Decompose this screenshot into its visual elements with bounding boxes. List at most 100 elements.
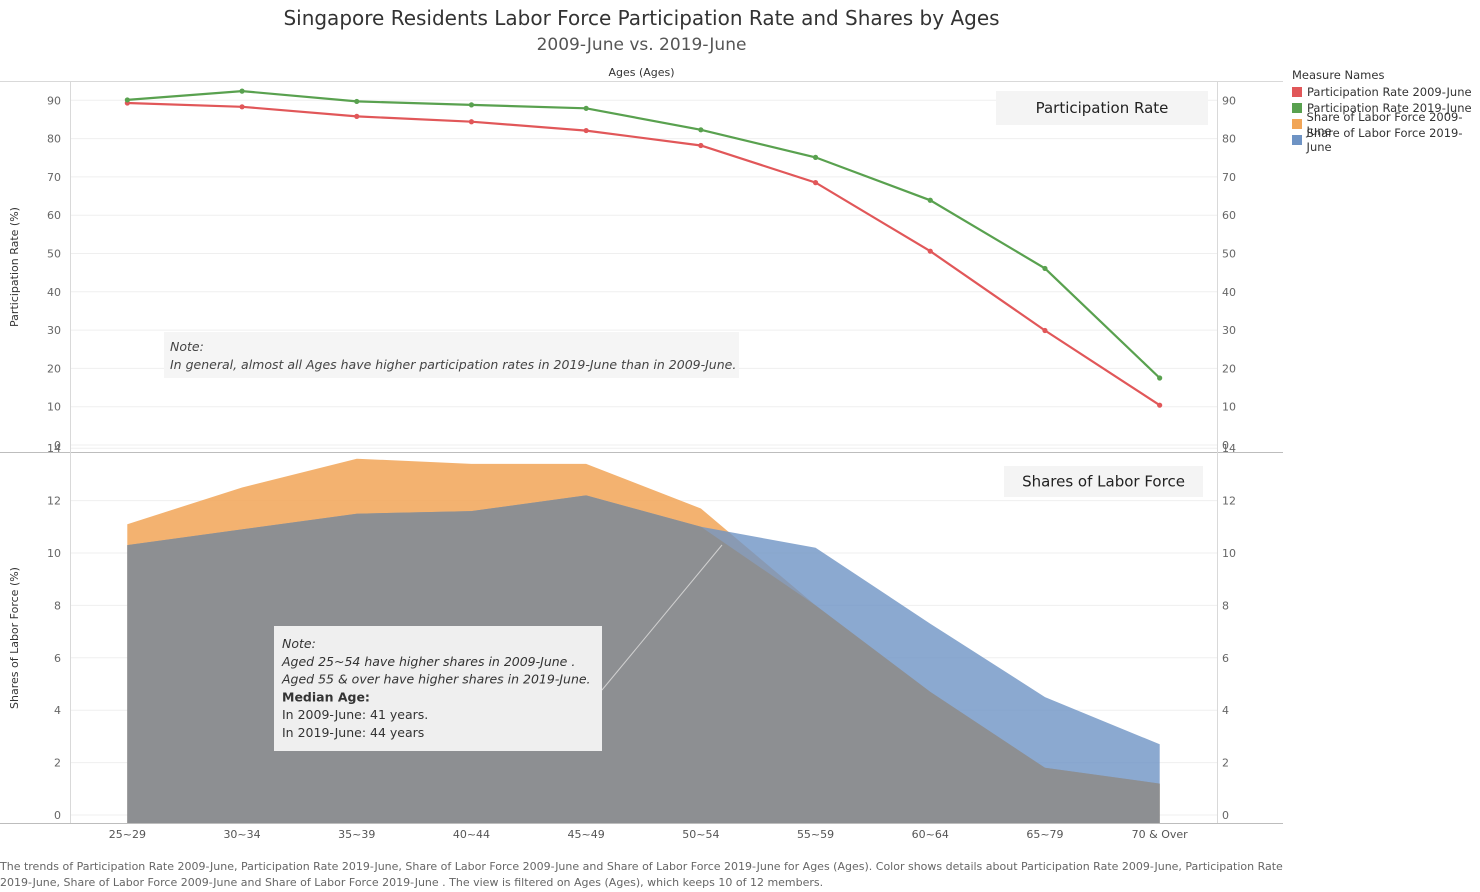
series-line xyxy=(127,101,1161,407)
x-tick-label: 50~54 xyxy=(682,828,719,841)
data-point xyxy=(927,197,933,203)
y-tick-label-right: 4 xyxy=(1222,704,1229,717)
note-bottom-line: In 2009-June: 41 years. xyxy=(282,707,428,722)
data-point xyxy=(1157,375,1163,381)
y-tick-label: 6 xyxy=(54,652,61,665)
data-point xyxy=(583,105,589,111)
legend-item[interactable]: Participation Rate 2009-June xyxy=(1292,84,1480,100)
labor-share-label: Shares of Labor Force xyxy=(1022,473,1185,491)
legend-item[interactable]: Participation Rate 2019-June xyxy=(1292,100,1480,116)
chart-caption: The trends of Participation Rate 2009-Ju… xyxy=(0,860,1283,889)
y-tick-label: 40 xyxy=(47,286,61,299)
y-tick-label-right: 10 xyxy=(1222,547,1236,560)
data-point xyxy=(124,97,130,103)
y-tick-label: 80 xyxy=(47,133,61,146)
y-tick-label-right: 40 xyxy=(1222,286,1236,299)
y-tick-label-right: 90 xyxy=(1222,94,1236,107)
x-tick-label: 25~29 xyxy=(109,828,146,841)
legend-swatch xyxy=(1292,135,1302,145)
legend-label: Share of Labor Force 2009-June xyxy=(1306,110,1463,138)
y-tick-label-right: 8 xyxy=(1222,599,1229,612)
y-tick-label: 4 xyxy=(54,704,61,717)
data-point xyxy=(927,248,933,254)
data-point xyxy=(812,180,819,186)
note-top-heading: Note: xyxy=(170,339,204,354)
data-point xyxy=(239,88,245,94)
data-point xyxy=(239,104,245,110)
x-tick-label: 30~34 xyxy=(223,828,260,841)
x-tick-label: 65~79 xyxy=(1026,828,1063,841)
legend-swatch xyxy=(1292,87,1302,97)
note-top-box xyxy=(164,332,739,378)
y-tick-label-right: 80 xyxy=(1222,133,1236,146)
data-point xyxy=(468,102,475,108)
data-point xyxy=(1042,327,1048,334)
note-bottom-line: In 2019-June: 44 years xyxy=(282,725,424,740)
legend-item[interactable]: Share of Labor Force 2019-June xyxy=(1292,126,1480,154)
y-tick-label: 8 xyxy=(54,599,61,612)
panel-label-box xyxy=(1004,466,1203,497)
y-tick-label: 2 xyxy=(54,757,61,770)
y-tick-label: 10 xyxy=(47,401,61,414)
y-axis-title: Shares of Labor Force (%) xyxy=(8,567,21,709)
y-tick-label: 0 xyxy=(54,809,61,822)
data-point xyxy=(1042,265,1048,272)
y-tick-label-right: 10 xyxy=(1222,401,1236,414)
y-tick-label-right: 70 xyxy=(1222,171,1236,184)
note-bottom-heading: Note: xyxy=(282,636,316,651)
legend-swatch xyxy=(1292,103,1302,113)
data-point xyxy=(468,119,475,125)
y-tick-label: 30 xyxy=(47,324,61,337)
y-tick-label-right: 2 xyxy=(1222,757,1229,770)
note-bottom-line: Aged 25~54 have higher shares in 2009-Ju… xyxy=(281,654,575,669)
y-tick-label: 12 xyxy=(47,495,61,508)
x-tick-label: 60~64 xyxy=(912,828,949,841)
y-tick-label: 14 xyxy=(47,442,61,455)
x-tick-label: 55~59 xyxy=(797,828,834,841)
x-axis: 25~29 30~34 35~39 40~44 45~49 50~54 55~59 60~64… xyxy=(109,828,1188,841)
note-top-text: In general, almost all Ages have higher … xyxy=(170,357,736,372)
legend-label: Share of Labor Force 2019-June xyxy=(1306,126,1463,154)
x-tick-label: 45~49 xyxy=(568,828,605,841)
note-bottom-median-title: Median Age: xyxy=(282,689,370,704)
participation-rate-label: Participation Rate xyxy=(1036,99,1169,117)
y-tick-label: 90 xyxy=(47,94,61,107)
y-tick-label-right: 0 xyxy=(1222,439,1229,452)
legend-title: Measure Names xyxy=(1292,68,1385,82)
note-leader-line xyxy=(601,544,723,691)
participation-rate-panel: 0 0 10 10 20 20 30 30 40 40 50 50 60 60 70 70 80 80 90 90 Pa… xyxy=(8,88,1236,452)
note-bottom-line: Aged 55 & over have higher shares in 201… xyxy=(281,672,591,687)
y-axis-title: Participation Rate (%) xyxy=(8,207,21,327)
y-tick-label: 10 xyxy=(47,547,61,560)
x-tick-label: 70 & Over xyxy=(1132,828,1189,841)
note-bottom-box xyxy=(274,626,602,751)
panel-label-box xyxy=(996,91,1208,125)
chart-subtitle: 2009-June vs. 2019-June xyxy=(536,35,747,55)
chart-title: Singapore Residents Labor Force Particip… xyxy=(283,6,1000,30)
legend: Measure Names Participation Rate 2009-Ju… xyxy=(1292,68,1480,154)
legend-label: Participation Rate 2009-June xyxy=(1307,85,1472,99)
y-tick-label-right: 0 xyxy=(1222,809,1229,822)
y-tick-label-right: 6 xyxy=(1222,652,1229,665)
data-point xyxy=(698,127,704,133)
y-tick-label-right: 60 xyxy=(1222,209,1236,222)
legend-swatch xyxy=(1292,119,1302,129)
x-tick-label: 35~39 xyxy=(338,828,375,841)
x-tick-label: 40~44 xyxy=(453,828,490,841)
legend-item[interactable]: Share of Labor Force 2009-June xyxy=(1292,110,1480,138)
y-tick-label: 20 xyxy=(47,362,61,375)
y-tick-label-right: 20 xyxy=(1222,362,1236,375)
y-tick-label: 0 xyxy=(54,439,61,452)
data-point xyxy=(812,154,819,160)
data-point xyxy=(698,142,704,149)
labor-share-panel: 0 0 2 2 4 4 6 6 8 8 10 10 12 12 14 14 Shares of Labor Fo… xyxy=(8,442,1236,823)
y-tick-label: 70 xyxy=(47,171,61,184)
y-tick-label: 60 xyxy=(47,209,61,222)
y-tick-label-right: 14 xyxy=(1222,442,1236,455)
y-tick-label: 50 xyxy=(47,248,61,261)
y-tick-label-right: 30 xyxy=(1222,324,1236,337)
legend-label: Participation Rate 2019-June xyxy=(1307,101,1472,115)
series-line xyxy=(127,89,1161,379)
